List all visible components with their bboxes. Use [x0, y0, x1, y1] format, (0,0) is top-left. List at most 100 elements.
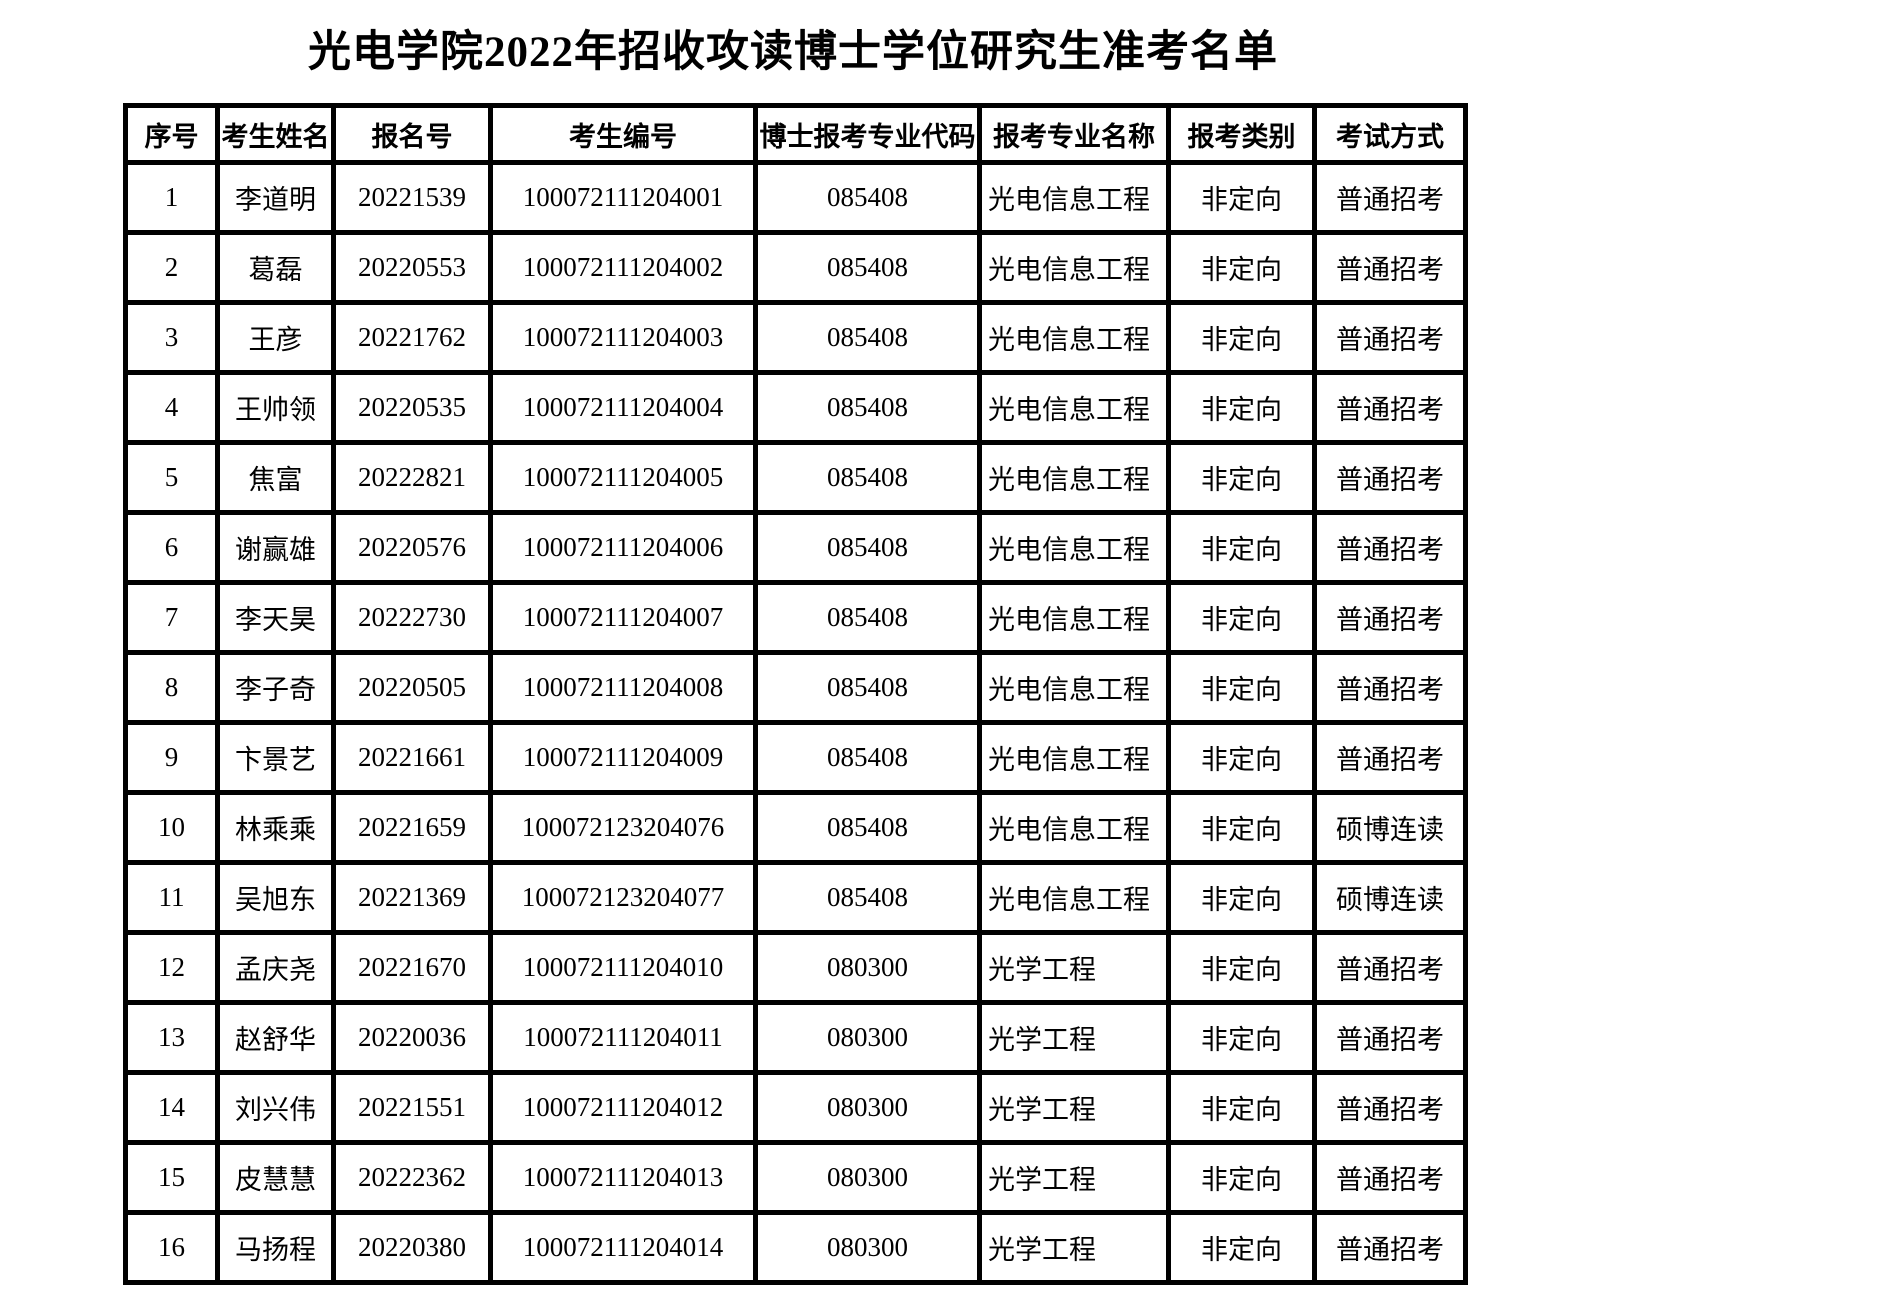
table-cell: 100072111204005 [488, 440, 758, 515]
table-cell: 普通招考 [1312, 720, 1468, 795]
table-cell: 085408 [753, 300, 982, 375]
table-cell: 光电信息工程 [977, 440, 1171, 515]
table-row: 16 马扬程 20220380 100072111204014 080300 光学工程 非定… [123, 1210, 1468, 1285]
table-cell: 20220535 [331, 370, 493, 445]
table-cell: 15 [123, 1140, 220, 1215]
table-cell: 085408 [753, 230, 982, 305]
table-cell: 非定向 [1166, 510, 1317, 585]
table-cell: 13 [123, 1000, 220, 1075]
table-cell: 100072111204008 [488, 650, 758, 725]
table-cell: 硕博连读 [1312, 790, 1468, 865]
table-cell: 李天昊 [215, 580, 336, 655]
table-row: 2 葛磊 20220553 100072111204002 085408 光电信息工程 非定… [123, 230, 1468, 305]
table-cell: 20220036 [331, 1000, 493, 1075]
table-cell: 焦富 [215, 440, 336, 515]
table-cell: 谢赢雄 [215, 510, 336, 585]
table-row: 9 卞景艺 20221661 100072111204009 085408 光电信息工程非… [123, 720, 1468, 795]
table-row: 10 林乘乘 20221659 100072123204076 085408 光电信息工程… [123, 790, 1468, 865]
table-cell: 20222730 [331, 580, 493, 655]
table-cell: 5 [123, 440, 220, 515]
table-cell: 光电信息工程 [977, 650, 1171, 725]
table-cell: 100072111204011 [488, 1000, 758, 1075]
header-apply-category: 报考类别 [1166, 103, 1317, 165]
table-cell: 林乘乘 [215, 790, 336, 865]
table-cell: 16 [123, 1210, 220, 1285]
table-cell: 非定向 [1166, 1140, 1317, 1215]
table-row: 11 吴旭东 20221369 100072123204077 085408 光电信息工程… [123, 860, 1468, 935]
table-cell: 普通招考 [1312, 440, 1468, 515]
table-cell: 9 [123, 720, 220, 795]
table-cell: 非定向 [1166, 230, 1317, 305]
table-cell: 普通招考 [1312, 1210, 1468, 1285]
table-cell: 10 [123, 790, 220, 865]
table-cell: 非定向 [1166, 930, 1317, 1005]
header-registration-no: 报名号 [331, 103, 493, 165]
table-cell: 普通招考 [1312, 1140, 1468, 1215]
table-cell: 光电信息工程 [977, 720, 1171, 795]
table-cell: 080300 [753, 1070, 982, 1145]
table-cell: 085408 [753, 510, 982, 585]
table-cell: 2 [123, 230, 220, 305]
table-row: 15 皮慧慧 20222362 100072111204013 080300 光学工程 非定… [123, 1140, 1468, 1215]
header-major-code: 博士报考专业代码 [753, 103, 982, 165]
table-cell: 20221670 [331, 930, 493, 1005]
table-cell: 光电信息工程 [977, 160, 1171, 235]
table-cell: 普通招考 [1312, 930, 1468, 1005]
table-body: 1 李道明 20221539 100072111204001 085408 光电信息工程非… [123, 160, 1468, 1285]
table-cell: 非定向 [1166, 860, 1317, 935]
table-cell: 080300 [753, 1210, 982, 1285]
table-cell: 普通招考 [1312, 580, 1468, 655]
table-cell: 卞景艺 [215, 720, 336, 795]
table-cell: 100072111204009 [488, 720, 758, 795]
table-cell: 普通招考 [1312, 1000, 1468, 1075]
table-cell: 非定向 [1166, 1070, 1317, 1145]
table-cell: 光电信息工程 [977, 510, 1171, 585]
table-cell: 普通招考 [1312, 510, 1468, 585]
table-cell: 080300 [753, 930, 982, 1005]
table-cell: 皮慧慧 [215, 1140, 336, 1215]
table-cell: 085408 [753, 860, 982, 935]
table-cell: 光学工程 [977, 930, 1171, 1005]
table-cell: 20220553 [331, 230, 493, 305]
table-cell: 14 [123, 1070, 220, 1145]
candidate-roster-table: 序号 考生姓名 报名号 考生编号 博士报考专业代码 报考专业名称 报考类别 考试… [123, 103, 1468, 1285]
table-cell: 100072111204002 [488, 230, 758, 305]
table-cell: 非定向 [1166, 440, 1317, 515]
table-row: 8 李子奇 20220505 100072111204008 085408 光电信息工程非… [123, 650, 1468, 725]
table-cell: 20221762 [331, 300, 493, 375]
table-cell: 20220576 [331, 510, 493, 585]
table-header: 序号 考生姓名 报名号 考生编号 博士报考专业代码 报考专业名称 报考类别 考试… [123, 103, 1468, 165]
table-cell: 100072123204077 [488, 860, 758, 935]
table-cell: 1 [123, 160, 220, 235]
table-cell: 7 [123, 580, 220, 655]
table-cell: 光电信息工程 [977, 370, 1171, 445]
table-cell: 普通招考 [1312, 300, 1468, 375]
table-cell: 100072111204014 [488, 1210, 758, 1285]
table-cell: 100072111204013 [488, 1140, 758, 1215]
table-cell: 吴旭东 [215, 860, 336, 935]
table-cell: 普通招考 [1312, 160, 1468, 235]
table-cell: 100072111204007 [488, 580, 758, 655]
table-cell: 100072111204010 [488, 930, 758, 1005]
table-cell: 非定向 [1166, 790, 1317, 865]
table-row: 5 焦富 20222821 100072111204005 085408 光电信息工程 非定… [123, 440, 1468, 515]
table-row: 14 刘兴伟 20221551 100072111204012 080300 光学工程 非定… [123, 1070, 1468, 1145]
table-cell: 马扬程 [215, 1210, 336, 1285]
header-major-name: 报考专业名称 [977, 103, 1171, 165]
table-cell: 非定向 [1166, 160, 1317, 235]
table-cell: 光电信息工程 [977, 300, 1171, 375]
table-cell: 100072123204076 [488, 790, 758, 865]
table-cell: 光电信息工程 [977, 580, 1171, 655]
table-cell: 100072111204004 [488, 370, 758, 445]
table-row: 6 谢赢雄 20220576 100072111204006 085408 光电信息工程非… [123, 510, 1468, 585]
table-cell: 080300 [753, 1000, 982, 1075]
table-cell: 100072111204001 [488, 160, 758, 235]
table-row: 7 李天昊 20222730 100072111204007 085408 光电信息工程非… [123, 580, 1468, 655]
table-cell: 非定向 [1166, 580, 1317, 655]
table-cell: 孟庆尧 [215, 930, 336, 1005]
table-cell: 20221551 [331, 1070, 493, 1145]
table-cell: 080300 [753, 1140, 982, 1215]
table-cell: 王帅领 [215, 370, 336, 445]
table-cell: 100072111204003 [488, 300, 758, 375]
table-cell: 刘兴伟 [215, 1070, 336, 1145]
